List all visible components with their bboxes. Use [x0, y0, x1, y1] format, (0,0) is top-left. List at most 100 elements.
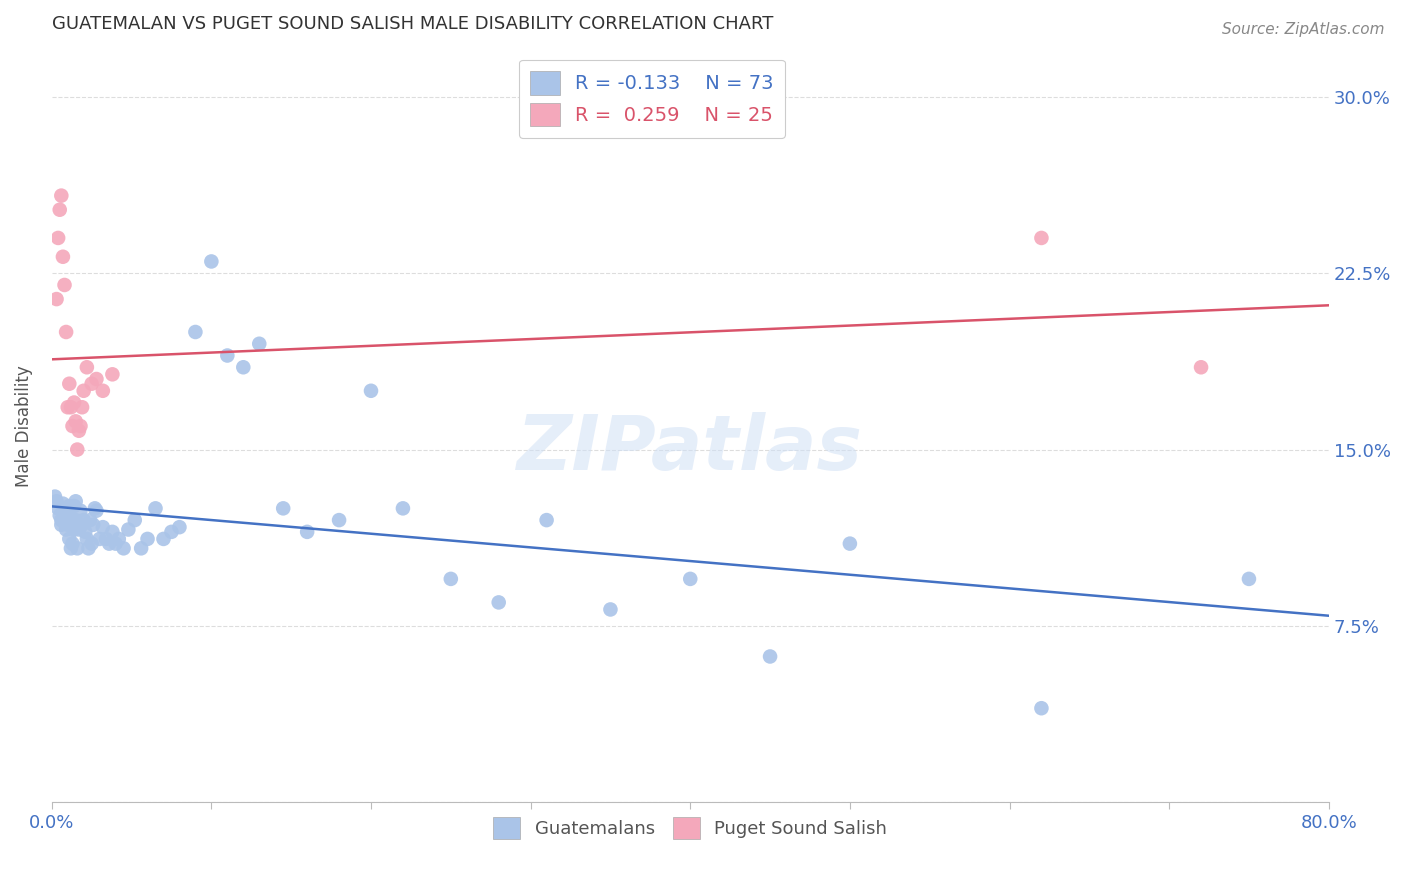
Point [76, 360, 98, 375]
Point [59, 513, 82, 527]
Point [101, 524, 124, 539]
Point [62, 419, 84, 434]
Point [145, 501, 167, 516]
Point [51, 188, 73, 202]
Point [75, 524, 97, 539]
Point [392, 501, 415, 516]
Point [112, 541, 135, 556]
Point [67, 424, 90, 438]
Point [271, 501, 294, 516]
Point [66, 541, 89, 556]
Point [66, 517, 89, 532]
Point [104, 536, 127, 550]
Point [65, 414, 87, 428]
Point [217, 349, 239, 363]
Point [328, 513, 350, 527]
Point [838, 536, 860, 550]
Y-axis label: Male Disability: Male Disability [15, 365, 32, 487]
Point [58, 499, 80, 513]
Point [91, 520, 114, 534]
Point [53, 277, 76, 292]
Point [152, 532, 174, 546]
Point [169, 520, 191, 534]
Point [232, 360, 254, 375]
Point [1237, 572, 1260, 586]
Point [59, 541, 82, 556]
Point [62, 517, 84, 532]
Point [295, 524, 318, 539]
Point [62, 536, 84, 550]
Point [488, 595, 510, 609]
Point [360, 384, 382, 398]
Point [56, 401, 79, 415]
Point [86, 372, 108, 386]
Point [70, 517, 93, 532]
Point [107, 532, 129, 546]
Point [759, 649, 782, 664]
Point [56, 517, 79, 532]
Point [58, 376, 80, 391]
Point [160, 524, 183, 539]
Legend: Guatemalans, Puget Sound Salish: Guatemalans, Puget Sound Salish [486, 809, 894, 846]
Point [44, 490, 66, 504]
Point [66, 442, 89, 457]
Point [55, 325, 77, 339]
Text: GUATEMALAN VS PUGET SOUND SALISH MALE DISABILITY CORRELATION CHART: GUATEMALAN VS PUGET SOUND SALISH MALE DI… [52, 15, 773, 33]
Point [52, 506, 75, 520]
Point [45, 292, 67, 306]
Point [65, 494, 87, 508]
Point [55, 513, 77, 527]
Point [80, 376, 103, 391]
Point [1031, 231, 1053, 245]
Point [58, 532, 80, 546]
Point [56, 504, 79, 518]
Point [73, 513, 96, 527]
Point [82, 517, 104, 532]
Point [247, 336, 270, 351]
Point [51, 517, 73, 532]
Point [46, 501, 69, 516]
Point [67, 523, 90, 537]
Point [76, 532, 98, 546]
Point [48, 508, 70, 523]
Point [52, 497, 75, 511]
Point [536, 513, 558, 527]
Point [679, 572, 702, 586]
Point [77, 541, 100, 556]
Point [65, 513, 87, 527]
Point [124, 513, 146, 527]
Point [136, 532, 159, 546]
Point [129, 541, 152, 556]
Text: ZIPatlas: ZIPatlas [517, 411, 863, 485]
Point [73, 384, 96, 398]
Text: Source: ZipAtlas.com: Source: ZipAtlas.com [1222, 22, 1385, 37]
Point [101, 368, 124, 382]
Point [48, 202, 70, 217]
Point [46, 231, 69, 245]
Point [1031, 701, 1053, 715]
Point [94, 532, 117, 546]
Point [1189, 360, 1212, 375]
Point [91, 384, 114, 398]
Point [59, 401, 82, 415]
Point [63, 395, 86, 409]
Point [200, 254, 222, 268]
Point [86, 504, 108, 518]
Point [53, 516, 76, 530]
Point [53, 508, 76, 523]
Point [51, 513, 73, 527]
Point [599, 602, 621, 616]
Point [69, 504, 91, 518]
Point [89, 532, 111, 546]
Point [440, 572, 463, 586]
Point [55, 523, 77, 537]
Point [83, 501, 105, 516]
Point [98, 536, 121, 550]
Point [52, 250, 75, 264]
Point [184, 325, 207, 339]
Point [69, 419, 91, 434]
Point [70, 401, 93, 415]
Point [45, 494, 67, 508]
Point [79, 513, 101, 527]
Point [63, 523, 86, 537]
